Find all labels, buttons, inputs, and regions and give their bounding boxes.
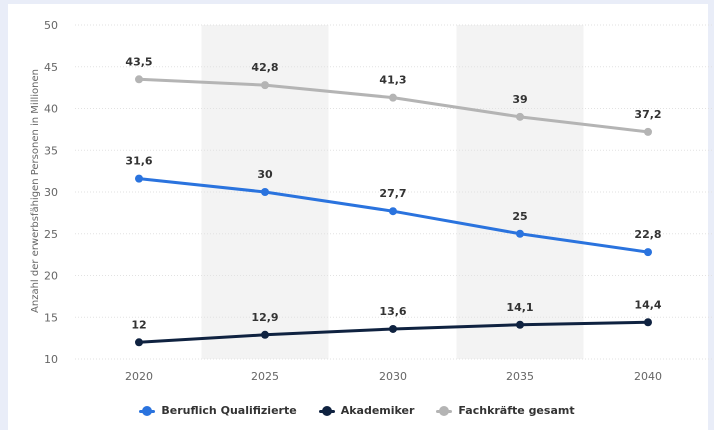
data-label: 31,6	[125, 155, 152, 168]
x-tick-label: 2040	[634, 370, 662, 383]
data-label: 41,3	[379, 74, 406, 87]
x-tick-label: 2020	[125, 370, 153, 383]
legend-label: Beruflich Qualifizierte	[161, 404, 297, 417]
legend-item-1[interactable]: Akademiker	[318, 404, 415, 417]
legend-item-0[interactable]: Beruflich Qualifizierte	[139, 404, 297, 417]
y-tick-label: 20	[44, 270, 58, 283]
data-label: 12,9	[251, 311, 278, 324]
y-tick-label: 10	[44, 353, 58, 366]
data-label: 42,8	[251, 61, 278, 74]
legend-swatch	[139, 405, 156, 416]
data-point	[389, 324, 397, 333]
data-label: 27,7	[379, 187, 406, 200]
data-label: 12	[131, 318, 146, 331]
data-label: 37,2	[634, 108, 661, 121]
data-labels: 31,6 30 27,7 25 22,8 12 12,9 13,6 14,1 14,4 43,5 42…	[125, 55, 661, 331]
data-point	[135, 338, 143, 347]
data-point	[644, 248, 652, 257]
data-point	[261, 81, 269, 90]
y-tick-label: 45	[44, 61, 58, 74]
y-tick-label: 25	[44, 228, 58, 241]
y-axis-ticks: 10 15 20 25 30 35 40 45 50	[44, 19, 58, 366]
data-label: 13,6	[379, 305, 406, 318]
x-tick-label: 2025	[251, 370, 279, 383]
data-point	[261, 330, 269, 339]
y-tick-label: 50	[44, 19, 58, 32]
legend: Beruflich Qualifizierte Akademiker Fachkrä…	[0, 404, 714, 417]
data-point	[389, 207, 397, 216]
legend-label: Fachkräfte gesamt	[458, 404, 575, 417]
data-point	[516, 112, 524, 121]
legend-label: Akademiker	[340, 404, 415, 417]
data-label: 14,1	[506, 301, 533, 314]
grid-lines	[75, 24, 713, 360]
y-axis-label: Anzahl der erwerbsfähigen Personen in Mi…	[30, 69, 41, 313]
data-point	[516, 229, 524, 238]
y-tick-label: 40	[44, 103, 58, 116]
data-point	[389, 93, 397, 102]
data-point	[135, 75, 143, 84]
data-label: 22,8	[634, 228, 661, 241]
x-tick-label: 2035	[506, 370, 534, 383]
data-label: 39	[512, 93, 527, 106]
y-tick-label: 15	[44, 311, 58, 324]
legend-swatch	[318, 405, 335, 416]
data-point	[644, 318, 652, 327]
data-point	[644, 127, 652, 136]
data-label: 14,4	[634, 298, 661, 311]
data-label: 30	[257, 168, 273, 181]
legend-item-2[interactable]: Fachkräfte gesamt	[436, 404, 575, 417]
x-tick-label: 2030	[379, 370, 407, 383]
data-point	[261, 188, 269, 196]
x-axis-ticks: 2020 2025 2030 2035 2040	[125, 370, 662, 383]
y-tick-label: 30	[44, 186, 58, 199]
legend-swatch	[436, 405, 453, 416]
data-point	[516, 320, 524, 329]
y-tick-label: 35	[44, 144, 58, 157]
series-lines	[135, 75, 652, 347]
data-label: 43,5	[125, 55, 152, 68]
data-point	[135, 174, 143, 183]
data-label: 25	[512, 210, 527, 223]
